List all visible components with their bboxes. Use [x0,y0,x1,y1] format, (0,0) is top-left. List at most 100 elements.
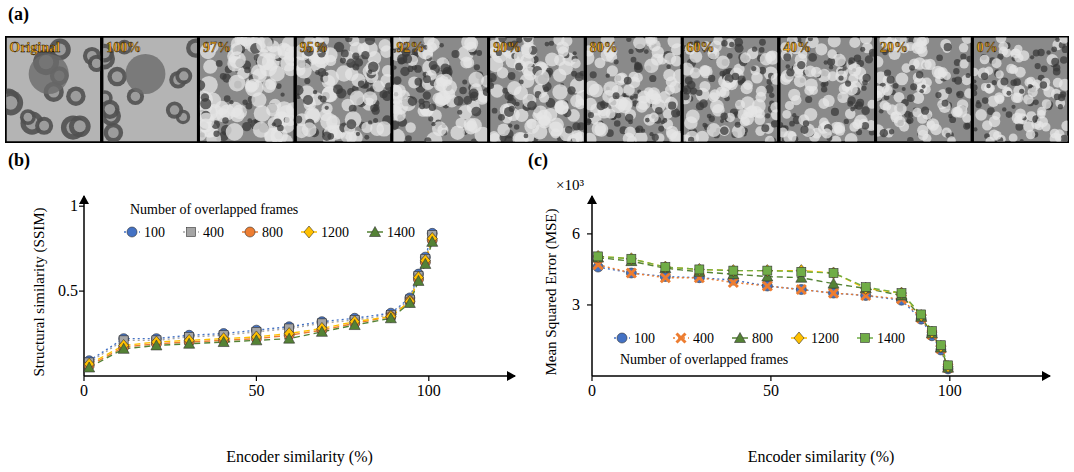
x-tick-label: 0 [588,382,596,399]
data-point [593,250,603,262]
texture-blob [431,122,435,126]
texture-blob [575,99,584,110]
texture-blob [1033,49,1040,56]
legend-marker [617,333,627,343]
texture-blob [964,88,971,98]
y-tick-label: 3 [572,296,580,313]
texture-blob [771,73,778,85]
texture-blob [458,105,472,119]
texture-blob [373,80,385,92]
data-point [420,258,431,268]
texture-blob [894,103,907,116]
texture-blob [644,49,649,54]
texture-blob [304,78,310,84]
texture-blob [426,42,436,52]
data-point [626,268,636,278]
texture-blob [854,55,861,62]
texture-blob [315,70,320,75]
texture-blob [105,104,116,115]
texture-blob [740,117,750,127]
texture-blob [1055,38,1060,43]
image-frame [103,38,197,142]
texture-blob [554,100,568,114]
texture-blob [423,75,431,83]
texture-blob [636,101,648,113]
texture-blob [244,67,251,74]
texture-blob [981,73,988,80]
texture-blob [1061,135,1067,141]
texture-blob [476,50,482,56]
texture-blob [751,66,756,71]
data-point [762,265,772,277]
texture-blob [805,78,818,91]
texture-blob [277,125,284,132]
texture-blob [407,66,413,72]
texture-blob [539,92,549,102]
texture-blob [520,54,534,68]
texture-blob [786,64,791,69]
texture-blob [720,119,724,123]
texture-blob [534,70,549,85]
texture-blob [245,81,257,93]
y-tick-label: 6 [572,225,580,242]
texture-blob [966,56,970,63]
texture-blob [454,96,464,106]
texture-blob [548,122,563,137]
texture-blob [719,71,725,77]
texture-blob [845,133,858,141]
frame-label: 100% [106,40,141,55]
data-point [151,340,162,350]
texture-blob [887,76,895,84]
frame-label: 20% [880,40,908,55]
texture-blob [440,64,450,74]
texture-blob [175,67,192,84]
data-point [944,361,953,370]
texture-blob [644,59,659,74]
texture-blob [708,75,715,82]
texture-blob [800,126,808,134]
texture-blob [471,107,481,117]
texture-blob [1011,48,1021,58]
texture-blob [671,131,681,142]
legend-marker [127,227,137,237]
data-point [626,253,636,265]
texture-blob [588,112,594,118]
texture-blob [992,80,997,85]
texture-blob [707,114,712,119]
texture-blob [645,118,650,123]
texture-blob [573,51,577,55]
texture-blob [992,112,1000,120]
frame-ground [974,38,1068,142]
texture-blob [190,43,197,54]
texture-blob [634,63,641,70]
texture-blob [393,76,401,84]
texture-blob [849,122,859,132]
texture-blob [200,80,205,90]
data-point [927,327,936,336]
texture-blob [567,86,575,94]
texture-blob [1006,91,1011,96]
texture-blob [804,65,816,77]
y-axis-title: Structural similarity (SSIM) [31,207,48,376]
texture-blob [1046,50,1050,54]
texture-blob [629,49,634,54]
texture-blob [944,43,952,51]
legend-title: Number of overlapped frames [130,202,298,217]
texture-blob [719,125,730,136]
texture-blob [995,70,1003,78]
texture-blob [658,126,664,132]
texture-blob [220,73,227,80]
texture-blob [408,96,417,105]
data-point [861,282,871,294]
texture-blob [750,66,760,76]
texture-blob [346,59,355,68]
texture-blob [498,114,505,121]
texture-blob [1009,65,1018,74]
texture-blob [922,134,931,142]
texture-blob [201,93,209,101]
frame-ground [877,38,971,142]
texture-blob [572,133,583,142]
texture-blob [761,124,769,132]
texture-blob [626,38,631,43]
data-point [694,263,704,275]
